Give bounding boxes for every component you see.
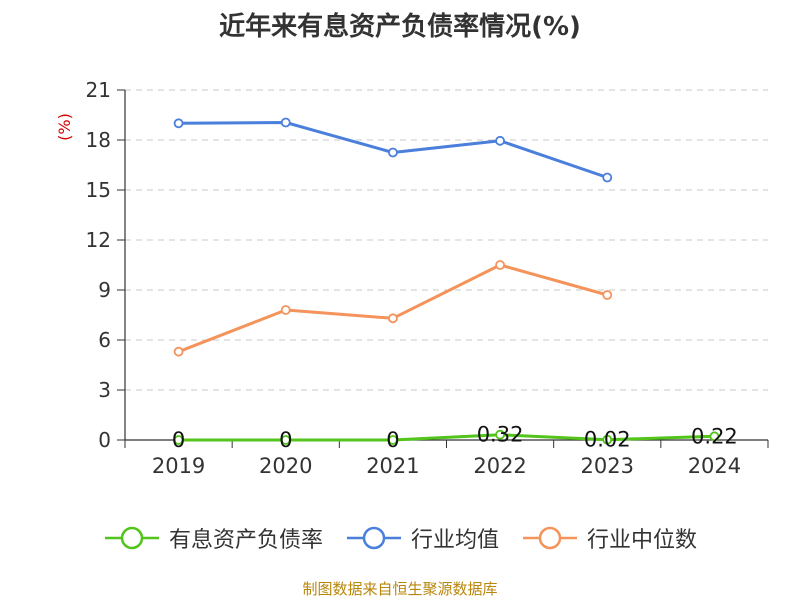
data-point (388, 313, 398, 324)
y-tick-label: 9 (98, 278, 111, 302)
chart-title: 近年来有息资产负债率情况(%) (219, 12, 581, 42)
x-tick-label: 2019 (152, 454, 205, 478)
y-tick-label: 0 (98, 428, 111, 452)
data-label: 0 (279, 428, 292, 452)
data-label: 0 (172, 428, 185, 452)
x-tick-label: 2020 (259, 454, 312, 478)
data-point (602, 172, 613, 183)
data-point (173, 435, 184, 445)
data-points (173, 117, 720, 445)
y-axis-label: (%) (55, 113, 74, 141)
data-label: 0.02 (584, 428, 631, 452)
data-label: 0.22 (691, 424, 738, 448)
data-point (495, 260, 505, 270)
legend-symbol-icon (523, 526, 577, 550)
legend-marker (538, 526, 562, 550)
y-tick-label: 12 (86, 228, 111, 252)
data-point (173, 346, 184, 357)
source-note: 制图数据来自恒生聚源数据库 (302, 580, 498, 598)
data-point (495, 429, 505, 440)
data-point (280, 435, 291, 445)
series-lines (178, 121, 715, 442)
y-tick-label: 21 (86, 78, 111, 102)
legend-label: 行业中位数 (587, 528, 698, 553)
y-tick-label: 6 (98, 328, 111, 352)
series-line-2 (178, 263, 608, 354)
data-label: 0 (386, 428, 399, 452)
series-line-0 (178, 433, 715, 442)
legend-symbol-icon (346, 526, 401, 550)
y-tick-label: 18 (86, 128, 111, 152)
data-point (173, 118, 184, 129)
y-tick-label: 3 (98, 378, 111, 402)
data-point (495, 135, 505, 146)
data-labels: 0 0 0 0.32 0.02 0.22 (172, 423, 738, 452)
legend-symbol-icon (104, 526, 159, 550)
legend-marker (120, 526, 144, 550)
legend: 有息资产负债率 行业均值 行业中位数 (0, 520, 800, 556)
x-tick-label: 2023 (581, 454, 634, 478)
legend-item[interactable]: 行业中位数 (521, 522, 697, 554)
legend-marker (362, 526, 386, 550)
x-tick-label: 2024 (688, 454, 741, 478)
x-tick-label: 2022 (473, 454, 526, 478)
data-point (388, 435, 398, 445)
legend-item[interactable]: 有息资产负债率 (103, 522, 323, 554)
legend-label: 行业均值 (410, 528, 499, 553)
axes: 0 3 6 9 12 15 18 21 (%) 2019 2020 2021 2022 2023 2024 (55, 78, 769, 478)
data-point (602, 434, 613, 445)
grid-lines (125, 89, 768, 391)
y-tick-label: 15 (86, 178, 111, 202)
data-point (280, 305, 291, 315)
data-point (602, 290, 613, 300)
data-point (388, 147, 398, 158)
legend-item[interactable]: 行业均值 (345, 522, 499, 554)
data-label: 0.32 (477, 423, 524, 447)
x-tick-label: 2021 (366, 454, 419, 478)
data-point (280, 117, 291, 128)
data-point (709, 431, 720, 442)
legend-label: 有息资产负债率 (168, 528, 323, 553)
